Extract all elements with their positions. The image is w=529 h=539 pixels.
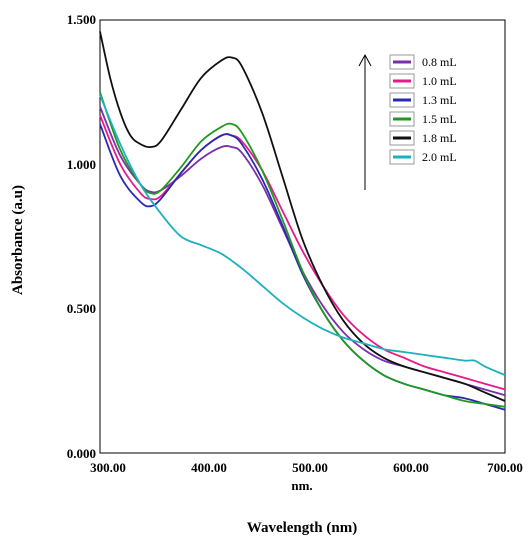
x-tick-label: 500.00 (292, 460, 328, 475)
x-axis-title: Wavelength (nm) (247, 520, 357, 536)
legend: 0.8 mL 1.0 mL 1.3 mL 1.5 mL 1.8 mL 2.0 mL (358, 53, 457, 190)
y-tick-label: 0.000 (67, 446, 96, 461)
series-line-1-5-ml (99, 91, 506, 408)
legend-label: 1.0 mL (422, 74, 457, 88)
legend-label: 2.0 mL (422, 150, 457, 164)
legend-arrow-head-icon (358, 53, 372, 67)
series-line-1-8-ml (99, 31, 506, 402)
series-line-2-0-ml (99, 94, 506, 376)
plot-frame (99, 19, 506, 454)
y-axis-title: Absorbance (a.u) (10, 185, 26, 295)
legend-items: 0.8 mL 1.0 mL 1.3 mL 1.5 mL 1.8 mL 2.0 mL (389, 54, 457, 165)
legend-label: 1.5 mL (422, 112, 457, 126)
legend-label: 1.8 mL (422, 131, 457, 145)
legend-label: 1.3 mL (422, 93, 457, 107)
y-tick-label: 1.500 (67, 12, 96, 27)
y-tick-label: 0.500 (67, 301, 96, 316)
x-tick-label: 400.00 (191, 460, 227, 475)
x-axis-inner-label: nm. (291, 478, 312, 493)
x-tick-label: 300.00 (90, 460, 126, 475)
y-tick-label: 1.000 (67, 157, 96, 172)
x-tick-label: 600.00 (393, 460, 429, 475)
legend-label: 0.8 mL (422, 55, 457, 69)
series-layer (99, 31, 506, 411)
x-tick-label: 700.00 (487, 460, 523, 475)
series-line-1-0-ml (99, 114, 506, 391)
